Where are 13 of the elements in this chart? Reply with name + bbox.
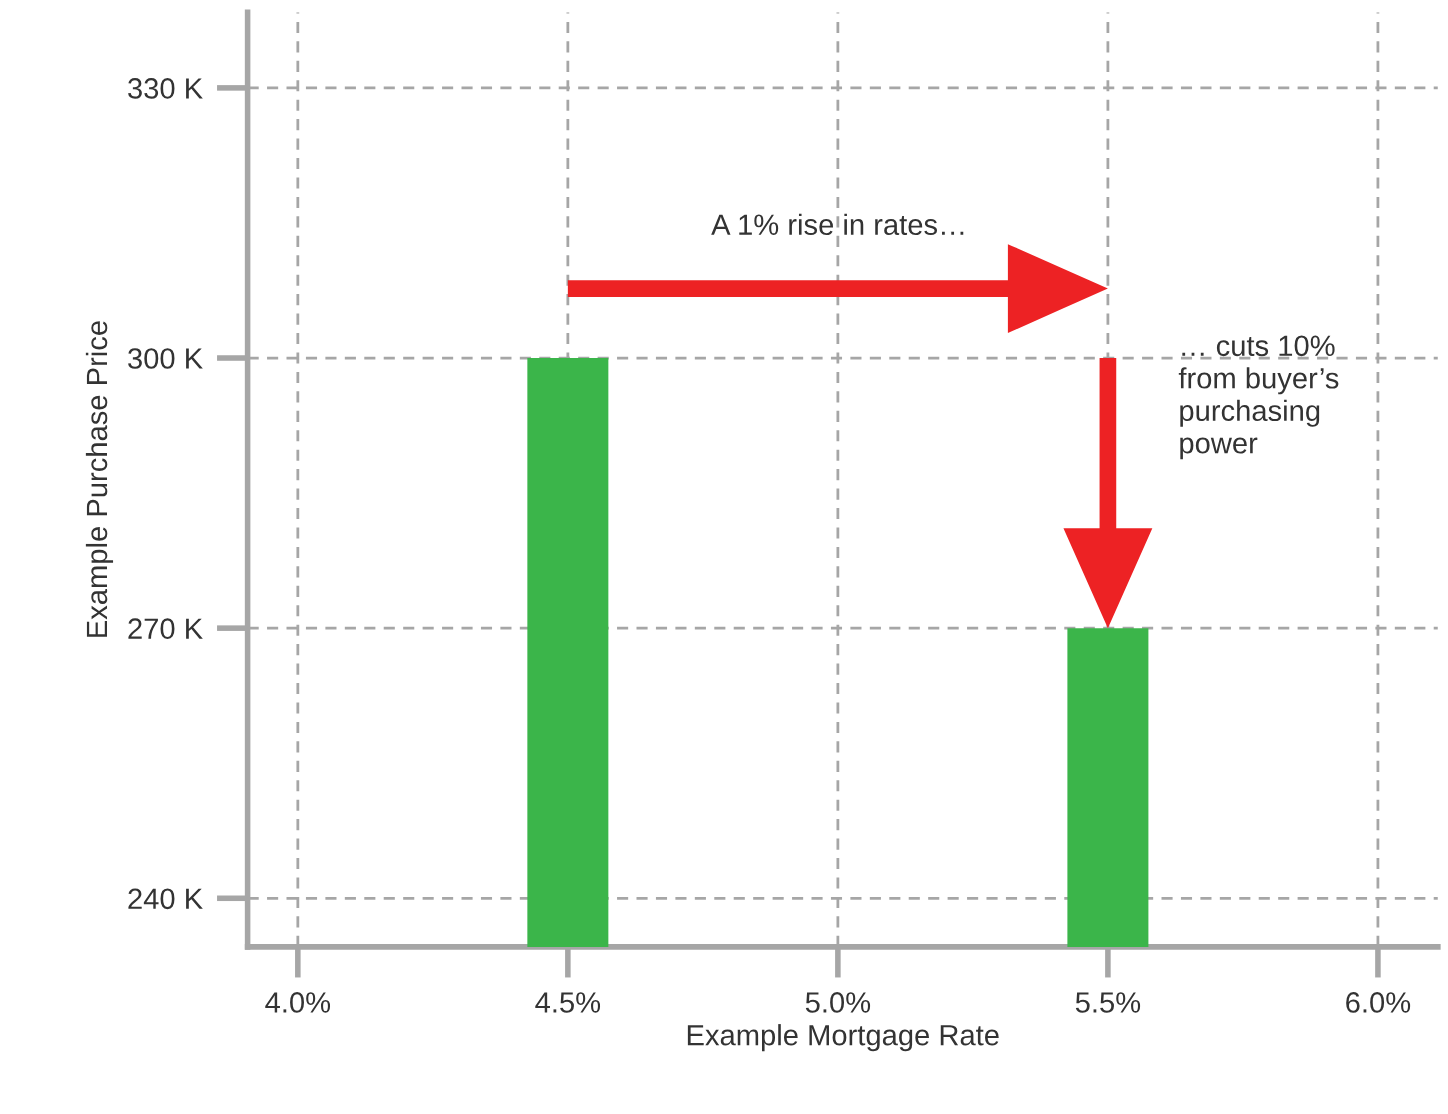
x-tick-label: 4.5%: [535, 992, 601, 1013]
x-tick-label: 4.0%: [265, 992, 331, 1013]
y-axis-title: Example Purchase Price: [85, 321, 114, 637]
annotation: … cuts 10% from buyer’s purchasing power: [1178, 335, 1339, 460]
y-tick-label: 330 K: [128, 78, 203, 99]
annotation: A 1% rise in rates…: [711, 213, 964, 236]
y-tick-label: 300 K: [128, 348, 203, 369]
y-tick-label: 240 K: [128, 888, 203, 910]
x-axis-title: Example Mortgage Rate: [687, 1024, 999, 1052]
x-tick-label: 5.5%: [1075, 992, 1141, 1013]
y-tick-label: 270 K: [128, 618, 203, 639]
x-tick-label: 5.0%: [805, 992, 871, 1013]
x-tick-label: 6.0%: [1346, 992, 1411, 1013]
